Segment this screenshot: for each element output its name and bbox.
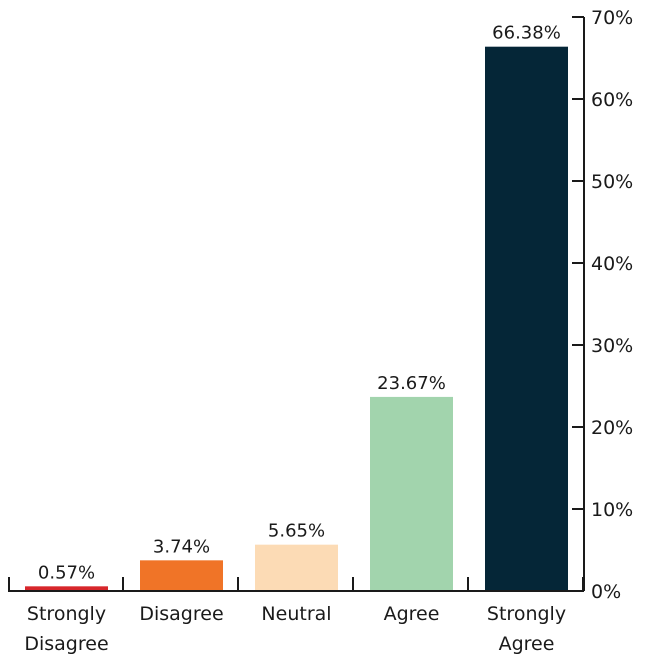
y-tick-label-1: 10%: [591, 499, 633, 521]
y-tick-label-3: 30%: [591, 335, 633, 357]
value-label-3: 23.67%: [377, 373, 446, 394]
y-tick-label-0: 0%: [591, 581, 621, 603]
value-label-1: 3.74%: [153, 536, 210, 557]
bar-0: [25, 586, 108, 591]
y-tick-label-5: 50%: [591, 171, 633, 193]
category-label-2-0: Neutral: [261, 603, 331, 625]
bar-2: [255, 544, 338, 591]
y-tick-label-6: 60%: [591, 89, 633, 111]
bar-3: [370, 396, 453, 591]
bar-1: [140, 560, 223, 591]
value-label-4: 66.38%: [492, 23, 561, 44]
y-tick-label-2: 20%: [591, 417, 633, 439]
category-label-0-0: Strongly: [27, 603, 106, 625]
value-label-0: 0.57%: [38, 562, 95, 583]
bar-4: [485, 46, 568, 591]
category-label-4-1: Agree: [499, 633, 555, 655]
category-label-1-0: Disagree: [139, 603, 223, 625]
category-label-3-0: Agree: [384, 603, 440, 625]
category-label-0-1: Disagree: [24, 633, 108, 655]
category-label-4-0: Strongly: [487, 603, 566, 625]
value-label-2: 5.65%: [268, 521, 325, 542]
y-tick-label-4: 40%: [591, 253, 633, 275]
y-tick-label-7: 70%: [591, 7, 633, 29]
